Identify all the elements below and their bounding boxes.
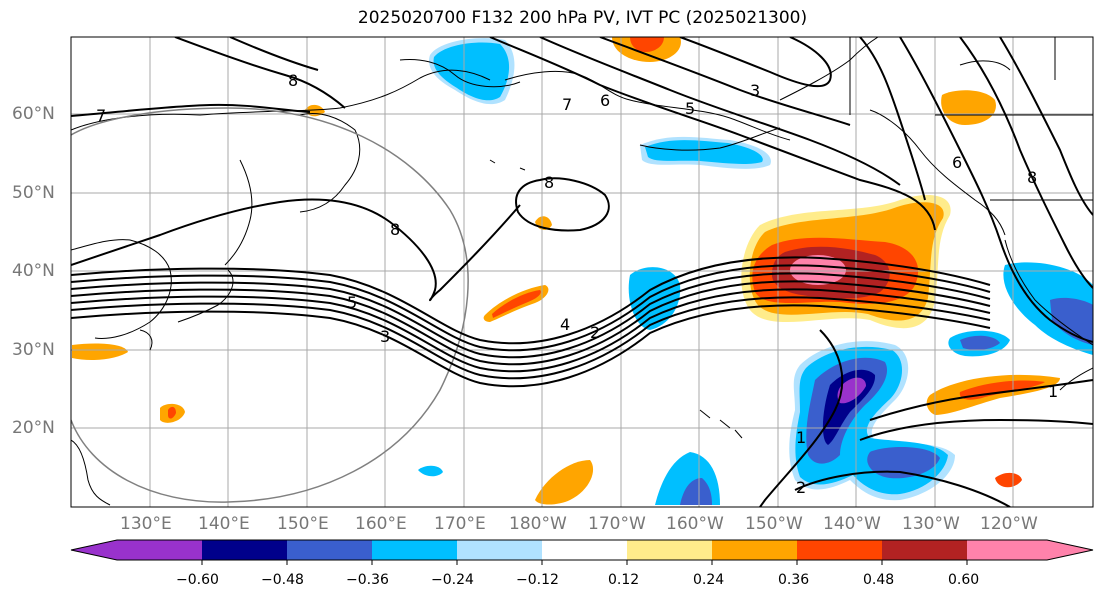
lat-label: 20°N — [12, 418, 55, 438]
colorbar-swatch — [712, 540, 797, 560]
contour-label: 1 — [796, 428, 806, 447]
contour-label: 2 — [796, 478, 806, 497]
contour-label: 2 — [590, 323, 600, 342]
contour-label: 8 — [390, 220, 400, 239]
contour-label: 8 — [544, 173, 554, 192]
contour-label: 3 — [750, 81, 760, 100]
lon-label: 180°W — [509, 514, 567, 534]
colorbar-tick-label: −0.48 — [261, 572, 304, 588]
contour-label: 7 — [562, 95, 572, 114]
colorbar-tick-label: 0.36 — [778, 572, 810, 588]
lat-label: 30°N — [12, 340, 55, 360]
colorbar-swatch — [1047, 540, 1093, 560]
lon-label: 160°E — [355, 514, 407, 534]
colorbar-swatch — [882, 540, 967, 560]
colorbar-outline — [70, 539, 1094, 561]
colorbar-swatch — [71, 540, 117, 560]
map-frame — [70, 36, 1094, 508]
lat-label: 50°N — [12, 183, 55, 203]
colorbar-swatch — [372, 540, 457, 560]
colorbar-ticks — [201, 560, 968, 565]
colorbar-swatch — [627, 540, 712, 560]
colorbar-tick-label: −0.60 — [176, 572, 219, 588]
colorbar-tick-label: −0.24 — [431, 572, 474, 588]
colorbar-swatch — [797, 540, 882, 560]
lat-label: 40°N — [12, 261, 55, 281]
lon-label: 170°E — [434, 514, 486, 534]
figure-title: 2025020700 F132 200 hPa PV, IVT PC (2025… — [357, 8, 808, 28]
colorbar-tick-label: 0.48 — [863, 572, 895, 588]
lon-label: 120°W — [980, 514, 1038, 534]
lon-label: 130°W — [902, 514, 960, 534]
contour-label: 8 — [1027, 168, 1037, 187]
lon-label: 130°E — [120, 514, 172, 534]
contour-label: 4 — [560, 315, 570, 334]
lon-label: 140°W — [823, 514, 881, 534]
range-ring — [71, 107, 469, 503]
contour-label: 6 — [952, 153, 962, 172]
colorbar-tick-label: −0.12 — [516, 572, 559, 588]
lat-label: 60°N — [12, 104, 55, 124]
lon-label: 150°E — [277, 514, 329, 534]
contour-label: 5 — [347, 293, 357, 312]
colorbar-swatch — [457, 540, 542, 560]
contour-label: 6 — [600, 91, 610, 110]
coastlines — [71, 37, 1093, 506]
lon-label: 140°E — [198, 514, 250, 534]
colorbar-tick-label: 0.12 — [608, 572, 640, 588]
contour-label: 7 — [96, 106, 106, 125]
contour-label: 5 — [685, 99, 695, 118]
colorbar-swatch — [542, 540, 627, 560]
colorbar-swatch — [202, 540, 287, 560]
colorbar-tick-label: 0.24 — [693, 572, 725, 588]
colorbar-swatch — [117, 540, 202, 560]
contour-labels: 8 7 7 6 5 3 8 8 5 3 4 2 6 8 1 1 2 — [96, 71, 1058, 497]
lon-label: 150°W — [745, 514, 803, 534]
contour-label: 1 — [1048, 382, 1058, 401]
colorbar-swatch — [967, 540, 1047, 560]
pv-contours — [71, 37, 1093, 507]
colorbar-tick-label: 0.60 — [948, 572, 980, 588]
lon-label: 160°W — [666, 514, 724, 534]
colorbar — [70, 539, 1094, 565]
colorbar-tick-label: −0.36 — [346, 572, 389, 588]
colorbar-swatch — [287, 540, 372, 560]
lon-label: 170°W — [588, 514, 646, 534]
contour-label: 8 — [288, 71, 298, 90]
contour-label: 3 — [380, 327, 390, 346]
